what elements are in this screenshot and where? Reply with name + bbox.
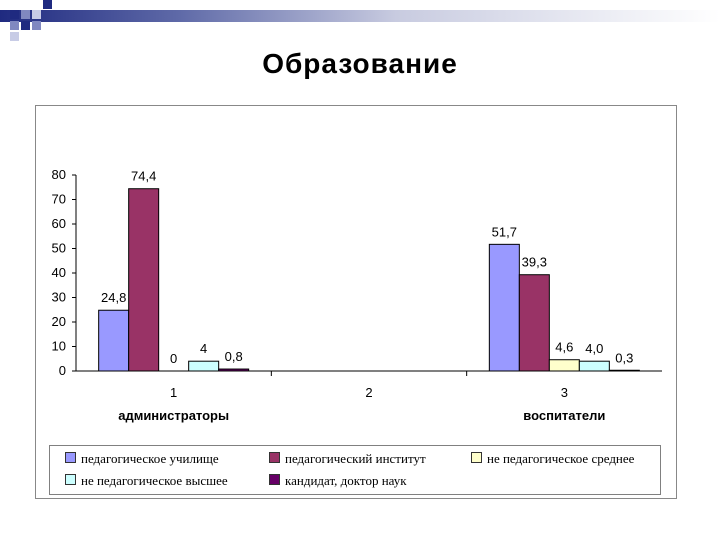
y-tick-label: 0 <box>59 363 66 378</box>
data-label: 51,7 <box>492 224 517 239</box>
legend-swatch <box>269 452 280 463</box>
bar <box>218 368 250 372</box>
x-tick-label: 1 <box>170 385 177 400</box>
category-label: воспитатели <box>523 408 605 423</box>
slide-title: Образование <box>262 48 458 79</box>
decor-square <box>10 32 19 41</box>
y-tick-label: 60 <box>52 216 66 231</box>
bar <box>98 309 130 372</box>
bar <box>128 188 160 372</box>
legend-swatch <box>65 474 76 485</box>
legend-item: педагогическое училище <box>65 451 219 466</box>
decor-square <box>32 21 41 30</box>
data-label: 24,8 <box>101 290 126 305</box>
decor-square <box>10 21 19 30</box>
category-label: администраторы <box>118 408 229 423</box>
y-tick-label: 70 <box>52 192 66 207</box>
bar <box>188 360 220 372</box>
decor-square <box>21 21 30 30</box>
bar <box>578 360 610 372</box>
data-label: 0 <box>170 351 177 366</box>
legend-label: кандидат, доктор наук <box>285 473 407 488</box>
legend-label: не педагогическое среднее <box>487 451 635 466</box>
legend-item: педагогический институт <box>269 451 426 466</box>
y-tick-label: 80 <box>52 167 66 182</box>
header-band <box>0 10 720 22</box>
legend-item: не педагогическое среднее <box>471 451 635 466</box>
bar <box>608 369 640 372</box>
data-label: 4,0 <box>585 341 603 356</box>
decor-square <box>21 10 30 19</box>
y-tick-label: 30 <box>52 290 66 305</box>
y-tick-label: 40 <box>52 265 66 280</box>
data-label: 39,3 <box>522 255 547 270</box>
legend-swatch <box>65 452 76 463</box>
legend-item: кандидат, доктор наук <box>269 473 407 488</box>
data-label: 0,3 <box>615 350 633 365</box>
data-label: 0,8 <box>225 349 243 364</box>
decor-square <box>43 0 52 9</box>
data-label: 74,4 <box>131 169 156 184</box>
legend-swatch <box>471 452 482 463</box>
x-tick-label: 2 <box>365 385 372 400</box>
data-label: 4 <box>200 341 207 356</box>
legend-label: педагогический институт <box>285 451 426 466</box>
legend-label: педагогическое училище <box>81 451 219 466</box>
chart-legend <box>49 445 661 495</box>
y-tick-label: 50 <box>52 241 66 256</box>
legend-swatch <box>269 474 280 485</box>
legend-item: не педагогическое высшее <box>65 473 228 488</box>
x-tick-label: 3 <box>561 385 568 400</box>
bar <box>548 359 580 372</box>
y-tick-label: 20 <box>52 314 66 329</box>
decor-square <box>10 10 19 19</box>
bar <box>518 274 550 372</box>
decor-square <box>32 10 41 19</box>
legend-label: не педагогическое высшее <box>81 473 228 488</box>
y-tick-label: 10 <box>52 339 66 354</box>
bar <box>488 243 520 372</box>
data-label: 4,6 <box>555 340 573 355</box>
